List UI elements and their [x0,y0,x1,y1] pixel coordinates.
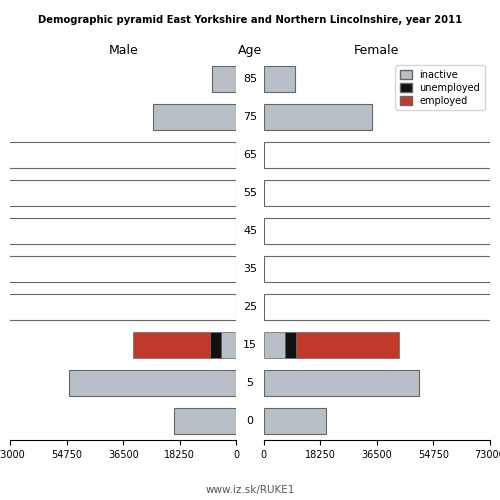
Bar [286,332,296,358]
Bar [152,104,236,130]
Text: 25: 25 [243,302,257,312]
Bar [0,180,236,206]
Text: 65: 65 [243,150,257,160]
Bar [212,66,236,92]
Bar [210,332,221,358]
Text: 75: 75 [243,112,257,122]
Bar [264,370,418,396]
Text: 45: 45 [243,226,257,236]
Text: 55: 55 [243,188,257,198]
Title: Male: Male [108,44,138,58]
Bar [174,408,236,434]
Text: www.iz.sk/RUKE1: www.iz.sk/RUKE1 [206,485,294,495]
Bar [0,218,236,244]
Bar [132,332,210,358]
Bar [0,294,236,320]
Bar [264,294,500,320]
Text: 5: 5 [246,378,254,388]
Bar [69,370,236,396]
Bar [264,104,372,130]
Text: Demographic pyramid East Yorkshire and Northern Lincolnshire, year 2011: Demographic pyramid East Yorkshire and N… [38,15,462,25]
Text: 85: 85 [243,74,257,84]
Title: Age: Age [238,44,262,58]
Text: 35: 35 [243,264,257,274]
Text: 0: 0 [246,416,254,426]
Bar [221,332,236,358]
Bar [264,218,500,244]
Title: Female: Female [354,44,400,58]
Text: 15: 15 [243,340,257,350]
Bar [264,256,500,282]
Bar [0,142,236,169]
Bar [264,180,500,206]
Bar [264,408,326,434]
Bar [264,142,500,169]
Bar [264,66,294,92]
Bar [7,256,236,282]
Bar [264,332,285,358]
Legend: inactive, unemployed, employed: inactive, unemployed, employed [395,65,485,110]
Bar [296,332,398,358]
